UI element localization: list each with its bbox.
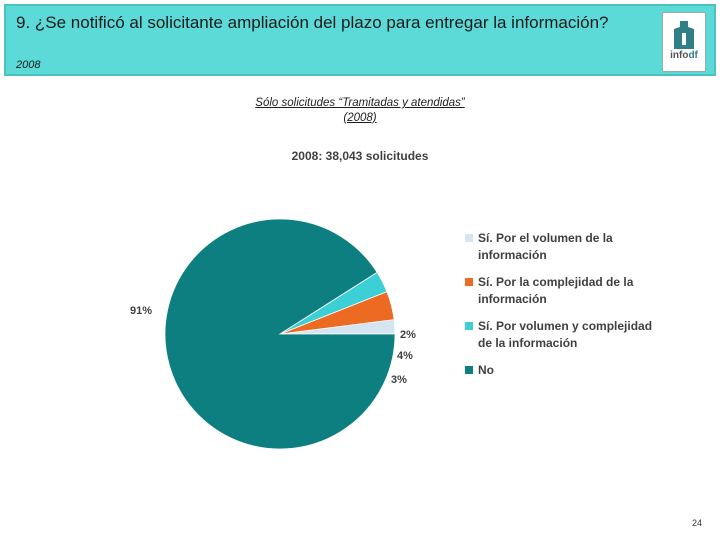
chart-title: 2008: 38,043 solicitudes [291,149,429,163]
legend-swatch-3 [465,366,473,374]
legend-swatch-0 [465,234,473,242]
legend-item-3: No [465,362,655,379]
chart-subtitle-line1: Sólo solicitudes “Tramitadas y atendidas… [255,97,465,109]
pie-data-label-3: 91% [130,305,152,317]
pie-data-label-0: 2% [400,329,416,341]
legend-label-0: Sí. Por el volumen de la información [478,231,613,262]
pie-slice-3 [164,218,396,450]
slide-title: 9. ¿Se notificó al solicitante ampliació… [16,13,609,32]
pie-data-label-2: 3% [391,374,407,386]
infodf-logo: infodf [662,12,706,72]
legend-item-1: Sí. Por la complejidad de la información [465,274,655,308]
legend-item-2: Sí. Por volumen y complejidad de la info… [465,318,655,352]
header-banner: 9. ¿Se notificó al solicitante ampliació… [4,4,716,76]
chart-legend: Sí. Por el volumen de la información Sí. … [465,230,655,379]
logo-emblem-icon [674,21,694,49]
logo-wordmark: infodf [670,50,698,61]
legend-label-1: Sí. Por la complejidad de la información [478,275,634,306]
pie-data-label-1: 4% [397,350,413,362]
legend-swatch-1 [465,278,473,286]
slide-year: 2008 [16,59,41,71]
legend-item-0: Sí. Por el volumen de la información [465,230,655,264]
legend-label-3: No [478,363,494,377]
legend-swatch-2 [465,322,473,330]
page-number: 24 [691,518,702,528]
legend-label-2: Sí. Por volumen y complejidad de la info… [478,319,653,350]
chart-subtitle-line2: (2008) [343,112,377,124]
